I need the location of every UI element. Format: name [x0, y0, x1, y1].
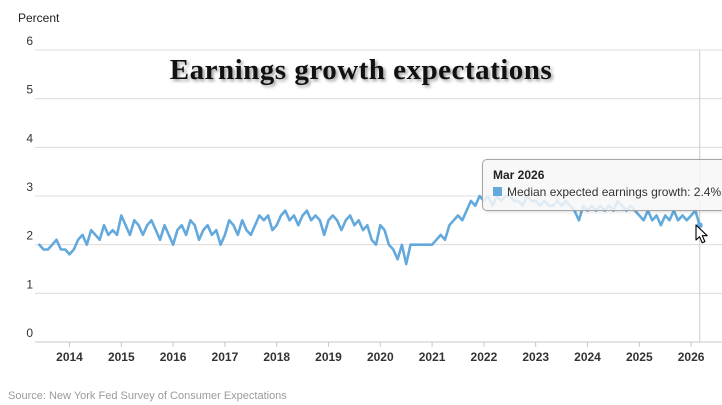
y-axis-tick-label: 3: [26, 180, 33, 194]
x-axis-tick-label: 2022: [471, 350, 498, 364]
y-axis-tick-label: 1: [26, 277, 33, 291]
x-axis-tick-label: 2026: [678, 350, 705, 364]
series-marker-icon: [493, 187, 502, 197]
y-axis-tick-label: 4: [26, 131, 33, 145]
tooltip-body-text: Median expected earnings growth: 2.4%: [507, 185, 722, 200]
x-axis-tick-label: 2018: [263, 350, 290, 364]
x-axis-tick-label: 2025: [626, 350, 653, 364]
x-axis-tick-label: 2019: [315, 350, 342, 364]
tooltip-body-row: Median expected earnings growth: 2.4%: [493, 184, 721, 201]
x-axis-tick-label: 2023: [522, 350, 549, 364]
source-note: Source: New York Fed Survey of Consumer …: [8, 390, 287, 402]
y-axis-tick-label: 6: [26, 34, 33, 48]
y-axis-tick-label: 5: [26, 83, 33, 97]
mouse-cursor-icon: [695, 224, 708, 244]
y-axis-tick-label: 2: [26, 229, 33, 243]
x-axis-tick-label: 2014: [56, 350, 83, 364]
tooltip: Mar 2026 Median expected earnings growth…: [482, 159, 722, 211]
y-axis-unit-label: Percent: [18, 11, 60, 25]
x-axis-tick-label: 2020: [367, 350, 394, 364]
x-axis-tick-label: 2016: [160, 350, 187, 364]
y-axis-tick-label: 0: [26, 326, 33, 340]
x-axis-tick-label: 2017: [212, 350, 239, 364]
tooltip-title: Mar 2026: [493, 168, 545, 182]
x-axis-tick-label: 2024: [574, 350, 601, 364]
x-axis-tick-label: 2015: [108, 350, 135, 364]
x-axis-tick-label: 2021: [419, 350, 446, 364]
